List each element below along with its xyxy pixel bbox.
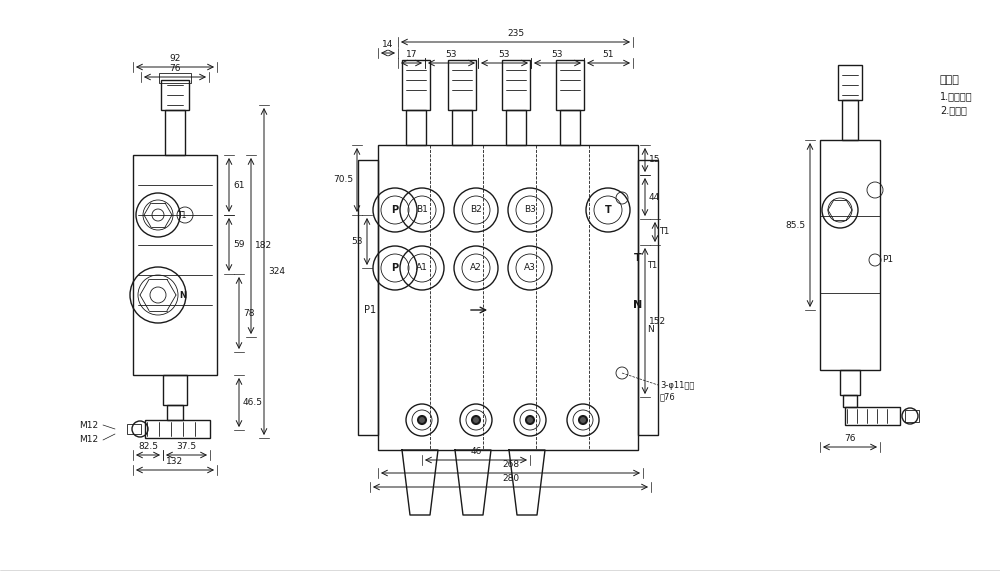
Bar — [560, 110, 580, 145]
Text: 距76: 距76 — [660, 392, 676, 402]
Bar — [502, 60, 530, 110]
Bar — [167, 405, 183, 420]
Text: P: P — [391, 205, 399, 215]
Bar — [127, 424, 141, 434]
Text: 280: 280 — [502, 474, 519, 483]
Bar — [843, 395, 857, 407]
Text: 92: 92 — [169, 54, 181, 63]
Bar — [358, 160, 378, 435]
Bar — [838, 65, 862, 100]
Text: N: N — [647, 325, 653, 335]
Bar — [638, 160, 658, 435]
Text: 61: 61 — [233, 181, 244, 189]
Text: 70.5: 70.5 — [333, 175, 353, 185]
Bar — [402, 60, 430, 110]
Bar — [448, 60, 476, 110]
Bar — [406, 110, 426, 145]
Bar — [378, 145, 638, 450]
Text: 78: 78 — [243, 309, 254, 317]
Bar — [159, 73, 191, 83]
Text: 46: 46 — [470, 447, 482, 456]
Text: 53: 53 — [499, 50, 510, 59]
Bar — [840, 370, 860, 395]
Text: 59: 59 — [233, 240, 244, 249]
Text: 268: 268 — [502, 460, 519, 469]
Text: 2.公称压: 2.公称压 — [940, 105, 967, 115]
Text: 15: 15 — [649, 155, 660, 164]
Text: 37.5: 37.5 — [176, 442, 197, 451]
Bar — [133, 155, 217, 375]
Circle shape — [579, 416, 587, 424]
Text: T1: T1 — [647, 260, 657, 269]
Circle shape — [526, 416, 534, 424]
Circle shape — [472, 416, 480, 424]
Text: P1: P1 — [364, 305, 376, 315]
Bar — [820, 140, 880, 370]
Text: N: N — [633, 300, 643, 310]
Text: 44: 44 — [649, 193, 660, 201]
Text: A1: A1 — [416, 264, 428, 272]
Text: M12: M12 — [79, 436, 98, 444]
Bar — [165, 110, 185, 155]
Text: P1: P1 — [882, 256, 894, 264]
Bar — [145, 420, 210, 438]
Text: T: T — [605, 205, 611, 215]
Text: B2: B2 — [470, 205, 482, 215]
Bar — [506, 110, 526, 145]
Text: 51: 51 — [603, 50, 614, 59]
Text: T1: T1 — [178, 211, 188, 219]
Text: M12: M12 — [79, 421, 98, 429]
Text: P: P — [391, 263, 399, 273]
Bar — [452, 110, 472, 145]
Text: N: N — [180, 290, 186, 299]
Text: 235: 235 — [507, 29, 524, 38]
Text: 46.5: 46.5 — [243, 398, 263, 407]
Text: 53: 53 — [352, 237, 363, 246]
Text: 324: 324 — [268, 267, 285, 276]
Text: 82.5: 82.5 — [138, 442, 158, 451]
Bar — [842, 100, 858, 140]
Text: 132: 132 — [166, 457, 184, 466]
Text: 17: 17 — [406, 50, 417, 59]
Text: T: T — [634, 253, 642, 263]
Text: 53: 53 — [552, 50, 563, 59]
Text: 53: 53 — [446, 50, 457, 59]
Bar — [845, 407, 900, 425]
Text: 76: 76 — [844, 434, 856, 443]
Text: 152: 152 — [649, 317, 666, 325]
Bar — [905, 410, 919, 422]
Text: 182: 182 — [255, 242, 272, 250]
Circle shape — [418, 416, 426, 424]
Bar — [556, 60, 584, 110]
Text: 85.5: 85.5 — [786, 220, 806, 230]
Text: B3: B3 — [524, 205, 536, 215]
Text: A3: A3 — [524, 264, 536, 272]
Text: T1: T1 — [659, 227, 669, 237]
Bar — [161, 80, 189, 110]
Text: 1.公称流量: 1.公称流量 — [940, 91, 973, 101]
Bar — [163, 375, 187, 405]
Text: A2: A2 — [470, 264, 482, 272]
Text: 3-φ11通孔: 3-φ11通孔 — [660, 380, 694, 389]
Text: B1: B1 — [416, 205, 428, 215]
Text: 技术要: 技术要 — [940, 75, 960, 85]
Text: 14: 14 — [382, 40, 394, 49]
Text: 76: 76 — [169, 64, 181, 73]
